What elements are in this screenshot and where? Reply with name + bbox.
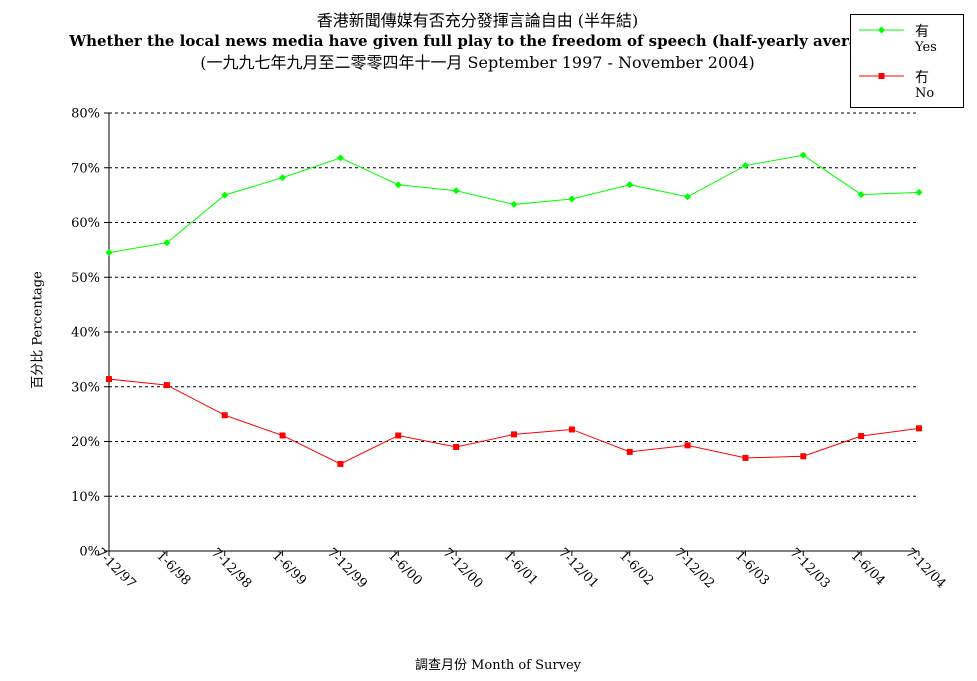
chart-legend: 有 Yes 冇 No [850, 14, 964, 108]
data-point-no [916, 425, 922, 432]
legend-item-yes: 有 Yes [851, 19, 963, 59]
x-tick-label: 1-6/01 [500, 548, 540, 588]
data-point-no [684, 442, 691, 449]
data-point-no [279, 432, 286, 439]
x-tick-label: 7-12/03 [787, 545, 833, 591]
data-point-yes [510, 200, 518, 208]
x-tick-label: 1-6/98 [153, 548, 193, 588]
y-tick-label: 60% [71, 216, 100, 231]
data-point-no [163, 382, 170, 389]
chart-title-block: 香港新聞傳媒有否充分發揮言論自由 (半年結) Whether the local… [0, 10, 955, 73]
y-tick-label: 50% [71, 271, 100, 286]
data-point-no [337, 460, 344, 467]
legend-swatch-yes [859, 26, 904, 34]
data-point-no [511, 431, 517, 438]
gridlines [109, 112, 919, 497]
chart-title-en: Whether the local news media have given … [69, 32, 886, 50]
x-tick-label: 7-12/04 [902, 545, 948, 591]
data-point-no [626, 448, 633, 455]
data-point-no [858, 433, 865, 440]
data-point-yes [857, 191, 865, 199]
data-point-no [221, 412, 228, 419]
legend-label-yes-en: Yes [915, 40, 937, 55]
data-point-yes [163, 239, 171, 247]
y-tick-label: 80% [71, 107, 100, 122]
data-point-no [395, 432, 402, 439]
y-tick-label: 30% [71, 380, 100, 395]
data-point-yes [279, 174, 287, 182]
series-line-no [108, 378, 920, 465]
y-tick-label: 10% [71, 490, 100, 505]
data-point-no [453, 443, 460, 450]
chart-title-zh: 香港新聞傳媒有否充分發揮言論自由 (半年結) [316, 11, 639, 30]
legend-swatch-no [859, 73, 904, 79]
x-tick-label: 7-12/02 [671, 545, 717, 591]
data-point-no [106, 376, 112, 383]
data-point-yes [626, 181, 634, 189]
data-point-yes [741, 162, 749, 170]
data-point-yes [105, 249, 113, 257]
x-tick-label: 1-6/03 [732, 548, 772, 588]
y-tick-label: 20% [71, 435, 100, 450]
x-tick-label: 7-12/98 [208, 545, 254, 591]
legend-label-no-zh: 冇 [915, 70, 929, 86]
data-point-yes [915, 188, 923, 196]
data-point-no [742, 454, 749, 461]
chart-subtitle: (一九九七年九月至二零零四年十一月 September 1997 - Novem… [200, 53, 755, 72]
data-point-yes [394, 181, 402, 189]
x-axis-label: 調查月份 Month of Survey [414, 658, 582, 673]
legend-item-no: 冇 No [851, 65, 963, 105]
y-tick-label: 70% [71, 161, 100, 176]
data-point-yes [221, 191, 229, 199]
data-point-yes [684, 193, 692, 201]
x-tick-label: 7-12/99 [324, 545, 370, 591]
x-tick-label: 1-6/02 [616, 548, 656, 588]
data-point-no [800, 453, 807, 460]
y-tick-label: 40% [71, 326, 100, 341]
y-axis-label: 百分比 Percentage [30, 271, 46, 389]
x-tick-label: 7-12/97 [92, 545, 138, 591]
data-point-yes [452, 187, 460, 195]
x-tick-label: 1-6/04 [848, 548, 888, 588]
data-point-yes [336, 154, 344, 162]
series-lines [105, 151, 923, 467]
data-point-no [568, 426, 575, 433]
data-point-yes [799, 151, 807, 159]
x-tick-label: 7-12/00 [440, 545, 486, 591]
x-tick-label: 1-6/00 [385, 548, 425, 588]
legend-label-no-en: No [915, 86, 935, 101]
data-point-yes [568, 195, 576, 203]
x-tick-label: 7-12/01 [555, 545, 601, 591]
legend-label-yes-zh: 有 [915, 24, 929, 40]
axes: 0% 10% 20% 30% 40% 50% 60% 70% 80% 7-12/97 1-6/98 7… [71, 107, 948, 592]
y-tick-label: 0% [79, 545, 100, 560]
x-tick-label: 1-6/99 [269, 548, 309, 588]
